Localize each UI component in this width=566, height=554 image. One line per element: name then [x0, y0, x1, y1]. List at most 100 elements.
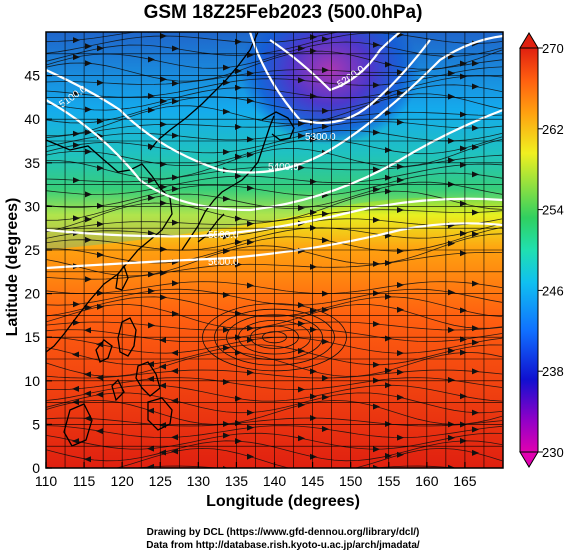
streamline	[132, 465, 459, 468]
streamline-arrow	[322, 67, 329, 74]
x-axis-ticks: 110 115 120 125 130 135 140 145 150 155 160 165	[35, 462, 477, 489]
y-tick-label: 25	[24, 242, 40, 258]
streamline-arrow	[373, 403, 380, 410]
streamline-arrow	[160, 294, 167, 301]
streamline-arrow	[85, 148, 92, 155]
streamline-arrow	[460, 60, 467, 67]
streamline-arrow	[84, 327, 91, 334]
streamline-arrow	[84, 415, 91, 422]
colorbar: 230 238 246 254 262 270	[519, 32, 564, 468]
streamline-arrow	[298, 164, 305, 171]
y-tick-label: 45	[24, 68, 40, 84]
streamline-arrow	[85, 304, 92, 311]
contour-label: 5500.0	[208, 230, 239, 241]
streamline-arrow	[97, 118, 104, 125]
x-tick-label: 155	[377, 473, 401, 489]
streamline-arrow	[373, 464, 380, 468]
streamline-arrow	[397, 350, 404, 357]
x-tick-label: 120	[110, 473, 134, 489]
streamline-arrow	[460, 437, 467, 444]
streamline-arrow	[223, 432, 230, 439]
streamline-arrow	[322, 426, 329, 433]
streamline-arrow	[235, 395, 242, 402]
streamline-arrow	[72, 399, 79, 406]
y-axis-label: Latitude (degrees)	[4, 197, 21, 337]
streamline-arrow	[310, 415, 317, 422]
streamline-arrow	[96, 391, 103, 398]
streamline-arrow	[171, 448, 178, 455]
streamline-arrow	[472, 368, 479, 375]
streamline-arrow	[84, 371, 91, 378]
streamline-arrow	[397, 90, 404, 97]
data-credit: Data from http://database.rish.kyoto-u.a…	[146, 540, 420, 551]
x-tick-label: 145	[301, 473, 325, 489]
streamline-arrow	[310, 308, 317, 315]
streamline-arrow	[460, 145, 467, 152]
y-tick-label: 20	[24, 286, 40, 302]
streamline-arrow	[148, 194, 155, 201]
y-tick-label: 5	[32, 416, 40, 432]
streamline-arrow	[172, 98, 179, 105]
streamline-arrow	[397, 434, 404, 441]
x-tick-label: 135	[225, 473, 249, 489]
streamline-arrow	[247, 409, 254, 416]
streamline-arrow	[160, 98, 167, 105]
streamline-arrow	[72, 438, 79, 445]
streamline-arrow	[322, 394, 329, 401]
map-title: GSM 18Z25Feb2023 (500.0hPa)	[143, 2, 423, 23]
streamline-arrow	[160, 121, 167, 128]
streamline-arrow	[373, 186, 380, 193]
streamline-arrow	[472, 280, 479, 287]
streamline-arrow	[298, 435, 305, 442]
y-tick-label: 30	[24, 198, 40, 214]
y-tick-label: 40	[24, 111, 40, 127]
streamline-arrow	[223, 25, 230, 31]
streamline-arrow	[448, 347, 455, 354]
streamline-arrow	[448, 157, 455, 164]
streamline-arrow	[247, 70, 254, 77]
streamline-arrow	[172, 80, 179, 87]
streamline-arrow	[73, 90, 80, 97]
streamline-arrow	[460, 230, 467, 237]
streamline-arrow	[448, 93, 455, 100]
streamline-arrow	[97, 45, 104, 52]
streamline-arrow	[147, 463, 154, 468]
streamline-arrow	[460, 393, 467, 400]
streamline-arrow	[172, 219, 179, 226]
streamline-arrow	[460, 307, 467, 314]
streamline-arrow	[397, 207, 404, 214]
streamline-arrow	[235, 173, 242, 180]
streamline-arrow	[97, 303, 104, 310]
streamline-arrow	[472, 231, 479, 238]
streamline-arrow	[322, 338, 329, 345]
streamline-arrow	[472, 83, 479, 90]
streamline-arrow	[247, 220, 254, 227]
colorbar-tick-label: 246	[542, 283, 564, 298]
streamline-arrow	[472, 125, 479, 132]
streamline-arrow	[84, 456, 91, 463]
colorbar-scale	[519, 47, 539, 453]
streamline-arrow	[247, 97, 254, 104]
streamline-arrow	[298, 77, 305, 84]
streamline-arrow	[235, 438, 242, 445]
colorbar-tick-label: 254	[542, 203, 564, 218]
streamline-arrow	[85, 106, 92, 113]
streamline-arrow	[223, 326, 230, 333]
streamline-arrow	[322, 123, 329, 130]
streamline-arrow	[397, 248, 404, 255]
streamline-arrow	[448, 434, 455, 441]
streamline-arrow	[298, 302, 305, 309]
streamline-arrow	[85, 191, 92, 198]
streamline-arrow	[147, 407, 154, 414]
streamline-arrow	[223, 149, 230, 156]
colorbar-max-arrow	[519, 32, 539, 49]
x-tick-label: 110	[35, 473, 58, 489]
streamline-arrow	[310, 34, 317, 41]
streamline-arrow	[460, 200, 467, 207]
streamline-arrow	[223, 64, 230, 71]
streamline-arrow	[223, 108, 230, 115]
streamline-arrow	[72, 385, 79, 392]
streamline-arrow	[148, 288, 155, 295]
streamline-arrow	[310, 224, 317, 231]
contour-label: 5600.0	[208, 257, 239, 268]
